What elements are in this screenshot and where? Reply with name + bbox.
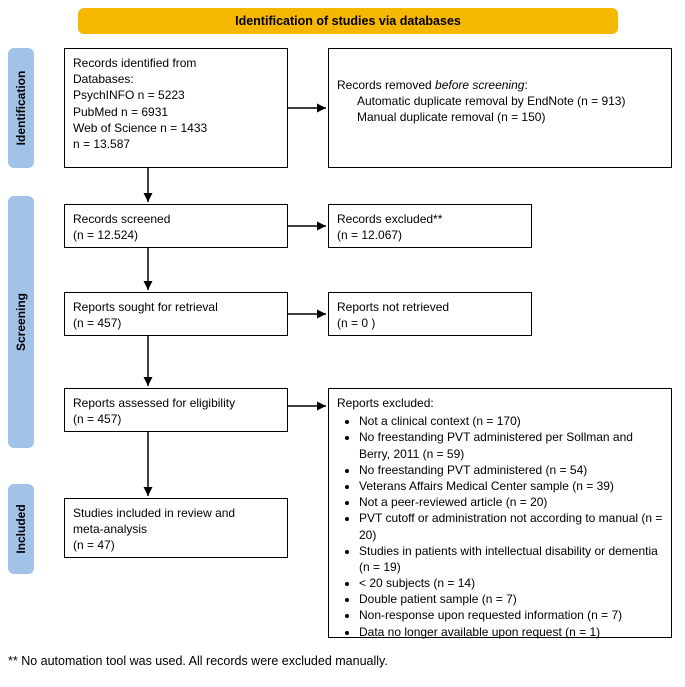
text-line: Databases:: [73, 71, 279, 87]
text-line: Reports sought for retrieval: [73, 299, 279, 315]
header-title: Identification of studies via databases: [235, 14, 461, 28]
box-records-identified: Records identified from Databases: Psych…: [64, 48, 288, 168]
box-not-retrieved: Reports not retrieved (n = 0 ): [328, 292, 532, 336]
text-line: n = 13.587: [73, 136, 279, 152]
phase-label: Included: [14, 504, 28, 553]
text-line: Reports excluded:: [337, 395, 663, 411]
text-line: Automatic duplicate removal by EndNote (…: [337, 93, 663, 109]
prisma-flowchart: Identification of studies via databases …: [8, 8, 677, 648]
list-item: No freestanding PVT administered (n = 54…: [359, 462, 663, 478]
list-item: No freestanding PVT administered per Sol…: [359, 429, 663, 461]
box-sought: Reports sought for retrieval (n = 457): [64, 292, 288, 336]
text-line: (n = 12.524): [73, 227, 279, 243]
text-line: meta-analysis: [73, 521, 279, 537]
phase-label: Identification: [14, 71, 28, 146]
list-item: Veterans Affairs Medical Center sample (…: [359, 478, 663, 494]
phase-included: Included: [8, 484, 34, 574]
box-records-screened: Records screened (n = 12.524): [64, 204, 288, 248]
footnote: ** No automation tool was used. All reco…: [8, 654, 677, 668]
text-line: (n = 457): [73, 411, 279, 427]
text-line: Records removed before screening:: [337, 77, 663, 93]
text-line: (n = 457): [73, 315, 279, 331]
list-item: Not a peer-reviewed article (n = 20): [359, 494, 663, 510]
box-records-removed: Records removed before screening: Automa…: [328, 48, 672, 168]
list-item: Double patient sample (n = 7): [359, 591, 663, 607]
box-reports-excluded: Reports excluded: Not a clinical context…: [328, 388, 672, 638]
text-line: Reports assessed for eligibility: [73, 395, 279, 411]
text-line: (n = 0 ): [337, 315, 523, 331]
text-line: Web of Science n = 1433: [73, 120, 279, 136]
text-line: Records screened: [73, 211, 279, 227]
box-records-excluded: Records excluded** (n = 12.067): [328, 204, 532, 248]
phase-screening: Screening: [8, 196, 34, 448]
text-line: Studies included in review and: [73, 505, 279, 521]
list-item: Studies in patients with intellectual di…: [359, 543, 663, 575]
text-line: (n = 47): [73, 537, 279, 553]
excluded-list: Not a clinical context (n = 170) No free…: [337, 413, 663, 640]
list-item: Not a clinical context (n = 170): [359, 413, 663, 429]
text-line: (n = 12.067): [337, 227, 523, 243]
list-item: < 20 subjects (n = 14): [359, 575, 663, 591]
list-item: Data no longer available upon request (n…: [359, 624, 663, 640]
text-line: PubMed n = 6931: [73, 104, 279, 120]
text-line: Records excluded**: [337, 211, 523, 227]
box-assessed: Reports assessed for eligibility (n = 45…: [64, 388, 288, 432]
header-bar: Identification of studies via databases: [78, 8, 618, 34]
text-line: Reports not retrieved: [337, 299, 523, 315]
text-line: PsychINFO n = 5223: [73, 87, 279, 103]
phase-identification: Identification: [8, 48, 34, 168]
list-item: Non-response upon requested information …: [359, 607, 663, 623]
box-included: Studies included in review and meta-anal…: [64, 498, 288, 558]
text-line: Records identified from: [73, 55, 279, 71]
phase-label: Screening: [14, 293, 28, 351]
text-line: Manual duplicate removal (n = 150): [337, 109, 663, 125]
list-item: PVT cutoff or administration not accordi…: [359, 510, 663, 542]
